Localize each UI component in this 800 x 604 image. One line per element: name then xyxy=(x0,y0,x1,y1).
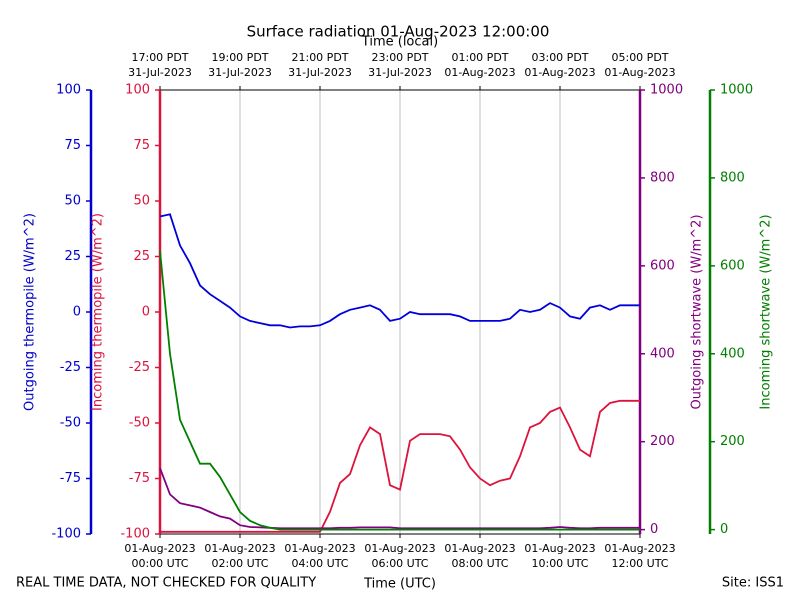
x-tick-label: 08:00 UTC xyxy=(451,557,508,570)
y2-tick-label: -75 xyxy=(129,471,150,486)
x2-tick-label: 23:00 PDT xyxy=(371,51,428,64)
y3-axis-label: Outgoing shortwave (W/m^2) xyxy=(690,214,705,409)
chart-title: Surface radiation 01-Aug-2023 12:00:00 xyxy=(247,23,550,41)
x-tick-label: 01-Aug-2023 xyxy=(124,542,195,555)
y2-tick-label: 25 xyxy=(133,249,150,264)
y4-tick-label: 600 xyxy=(720,258,745,273)
y3-tick-label: 1000 xyxy=(650,83,683,98)
x2-tick-label: 21:00 PDT xyxy=(291,51,348,64)
y2-tick-label: -100 xyxy=(120,527,150,542)
y3-tick-label: 0 xyxy=(650,522,658,537)
x-tick-label: 00:00 UTC xyxy=(131,557,188,570)
y-tick-label: 0 xyxy=(73,305,81,320)
x2-tick-label: 31-Jul-2023 xyxy=(288,66,352,79)
y2-axis-label: Incoming thermopile (W/m^2) xyxy=(91,213,106,411)
x-tick-label: 10:00 UTC xyxy=(531,557,588,570)
y-tick-label: 75 xyxy=(64,138,81,153)
x2-tick-label: 31-Jul-2023 xyxy=(128,66,192,79)
y-tick-label: 50 xyxy=(64,194,81,209)
x2-tick-label: 01:00 PDT xyxy=(451,51,508,64)
y4-axis-label: Incoming shortwave (W/m^2) xyxy=(759,214,774,409)
x2-tick-label: 05:00 PDT xyxy=(611,51,668,64)
y-tick-label: 100 xyxy=(56,83,81,98)
y-tick-label: -50 xyxy=(60,416,81,431)
y-tick-label: -75 xyxy=(60,471,81,486)
x-tick-label: 01-Aug-2023 xyxy=(204,542,275,555)
x2-tick-label: 19:00 PDT xyxy=(211,51,268,64)
series-line xyxy=(159,250,640,531)
x-tick-label: 01-Aug-2023 xyxy=(524,542,595,555)
x-tick-label: 02:00 UTC xyxy=(211,557,268,570)
x2-tick-label: 03:00 PDT xyxy=(531,51,588,64)
y2-tick-label: 50 xyxy=(133,194,150,209)
x-tick-label: 01-Aug-2023 xyxy=(604,542,675,555)
series-line xyxy=(159,213,640,329)
x2-tick-label: 01-Aug-2023 xyxy=(604,66,675,79)
site-label: Site: ISS1 xyxy=(722,576,784,591)
y4-tick-label: 0 xyxy=(720,522,728,537)
x-tick-label: 01-Aug-2023 xyxy=(364,542,435,555)
x-tick-label: 04:00 UTC xyxy=(291,557,348,570)
y2-tick-label: -50 xyxy=(129,416,150,431)
y2-tick-label: 75 xyxy=(133,138,150,153)
y3-tick-label: 600 xyxy=(650,258,675,273)
x-tick-label: 12:00 UTC xyxy=(611,557,668,570)
x2-tick-label: 31-Jul-2023 xyxy=(208,66,272,79)
y4-tick-label: 1000 xyxy=(720,83,753,98)
x2-axis-label: Time (local) xyxy=(361,35,438,50)
x2-tick-label: 31-Jul-2023 xyxy=(368,66,432,79)
y2-tick-label: 0 xyxy=(142,305,150,320)
y4-tick-label: 400 xyxy=(720,346,745,361)
x-tick-label: 06:00 UTC xyxy=(371,557,428,570)
y3-tick-label: 400 xyxy=(650,346,675,361)
y-axis-label: Outgoing thermopile (W/m^2) xyxy=(23,213,38,411)
x-tick-label: 01-Aug-2023 xyxy=(284,542,355,555)
y-tick-label: 25 xyxy=(64,249,81,264)
y2-tick-label: 100 xyxy=(125,83,150,98)
series-line xyxy=(159,467,640,530)
x2-tick-label: 01-Aug-2023 xyxy=(524,66,595,79)
x-axis-label: Time (UTC) xyxy=(363,577,436,592)
y4-tick-label: 200 xyxy=(720,434,745,449)
footer-note: REAL TIME DATA, NOT CHECKED FOR QUALITY xyxy=(16,576,316,591)
x-tick-label: 01-Aug-2023 xyxy=(444,542,515,555)
x2-tick-label: 01-Aug-2023 xyxy=(444,66,515,79)
series-line xyxy=(160,399,640,533)
y4-tick-label: 800 xyxy=(720,170,745,185)
y3-tick-label: 200 xyxy=(650,434,675,449)
x2-tick-label: 17:00 PDT xyxy=(131,51,188,64)
y3-tick-label: 800 xyxy=(650,170,675,185)
y-tick-label: -100 xyxy=(51,527,81,542)
y-tick-label: -25 xyxy=(60,360,81,375)
y2-tick-label: -25 xyxy=(129,360,150,375)
